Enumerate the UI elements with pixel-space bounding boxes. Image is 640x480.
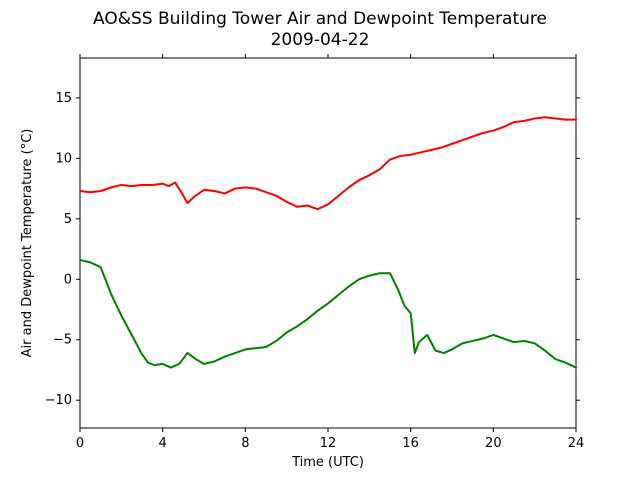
chart-title: AO&SS Building Tower Air and Dewpoint Te… <box>93 9 547 29</box>
y-tick-label: 15 <box>55 91 72 106</box>
x-tick-label: 8 <box>241 436 249 451</box>
x-tick-label: 4 <box>159 436 167 451</box>
y-axis-ticks: −10 −5 0 5 10 15 <box>45 91 580 408</box>
chart-subtitle: 2009-04-22 <box>271 30 370 50</box>
series-line-2 <box>79 258 577 369</box>
y-tick-label: −5 <box>53 333 72 348</box>
plot-frame <box>79 57 577 429</box>
plot-area: 0 4 8 12 16 20 24 −10 −5 0 5 10 15 <box>45 54 584 451</box>
y-tick-label: 0 <box>64 272 72 287</box>
y-tick-label: 10 <box>55 151 72 166</box>
y-tick-label: 5 <box>64 212 72 227</box>
series-line-1 <box>79 116 577 211</box>
series-layer <box>79 116 577 369</box>
x-axis-ticks: 0 4 8 12 16 20 24 <box>76 54 584 451</box>
x-tick-label: 24 <box>568 436 585 451</box>
x-tick-label: 0 <box>76 436 84 451</box>
x-tick-label: 12 <box>320 436 337 451</box>
y-axis-label: Air and Dewpoint Temperature (°C) <box>20 129 35 358</box>
x-axis-label: Time (UTC) <box>291 455 364 470</box>
x-tick-label: 16 <box>402 436 419 451</box>
y-tick-label: −10 <box>45 393 72 408</box>
x-tick-label: 20 <box>485 436 502 451</box>
